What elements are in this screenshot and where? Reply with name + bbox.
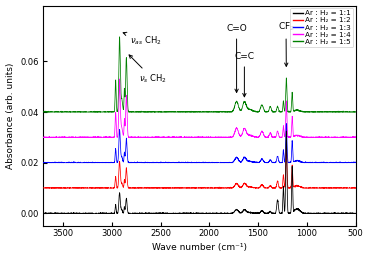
Text: C=C: C=C xyxy=(234,52,254,97)
Text: $\nu_{s}$ CH$_2$: $\nu_{s}$ CH$_2$ xyxy=(129,55,167,85)
Y-axis label: Absorbance (arb. units): Absorbance (arb. units) xyxy=(6,63,14,169)
Text: $\nu_{as}$ CH$_2$: $\nu_{as}$ CH$_2$ xyxy=(123,32,162,47)
Legend: Ar : H₂ = 1:1, Ar : H₂ = 1:2, Ar : H₂ = 1:3, Ar : H₂ = 1:4, Ar : H₂ = 1:5: Ar : H₂ = 1:1, Ar : H₂ = 1:2, Ar : H₂ = … xyxy=(290,8,354,47)
Text: C=O: C=O xyxy=(226,25,247,92)
Text: CF$_2$: CF$_2$ xyxy=(277,21,294,66)
X-axis label: Wave number (cm⁻¹): Wave number (cm⁻¹) xyxy=(152,244,247,252)
